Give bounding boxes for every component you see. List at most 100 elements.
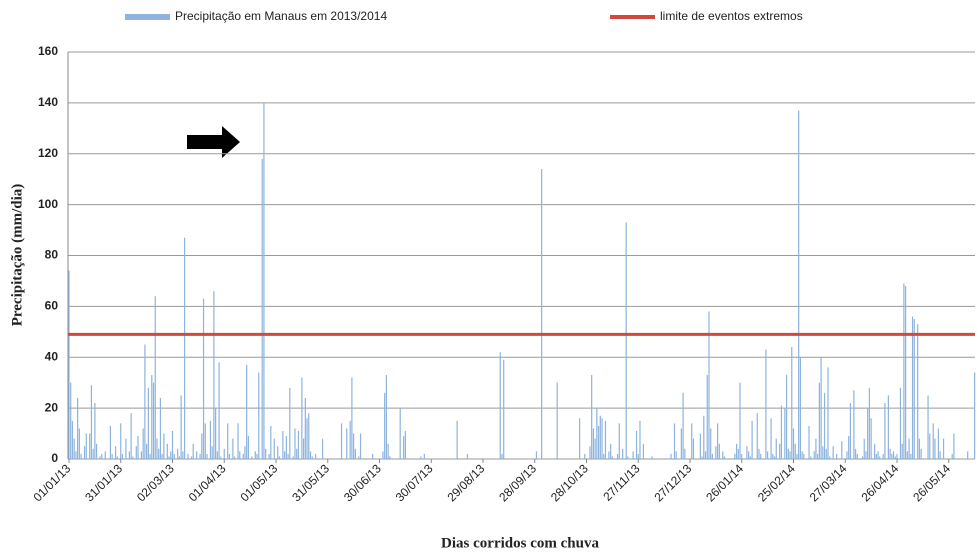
y-tick-label: 0 [51,451,58,465]
bar [297,431,300,459]
bar [741,453,743,459]
bar [710,428,712,459]
bar [163,433,165,459]
bar [68,270,70,459]
bar [177,448,179,459]
y-tick-label: 140 [38,95,58,109]
bar [135,446,137,459]
bar [798,110,800,459]
bar [192,443,194,459]
bar [399,408,401,459]
bar [967,451,969,459]
y-tick-label: 80 [45,248,59,262]
bar [296,448,298,459]
bar [889,448,891,459]
x-tick-label: 26/01/14 [703,461,746,504]
bar [584,453,586,459]
bar [875,453,877,459]
bar [403,436,405,459]
bar [244,446,246,459]
bar [717,423,719,459]
x-tick-label: 28/09/13 [496,461,539,504]
bar [89,433,91,459]
bar [96,443,98,459]
bar [906,451,908,459]
bar [974,372,976,459]
bar [749,456,751,459]
bar [158,448,160,459]
bar [234,456,236,459]
bar [358,456,360,459]
x-tick-label: 28/10/13 [548,461,591,504]
bar [892,451,895,459]
bar [597,425,600,459]
bar [746,446,748,459]
bar [718,443,720,459]
bar [263,102,265,459]
bar [817,453,819,459]
bar [635,431,638,459]
bar [715,446,717,459]
bar [146,443,148,459]
bar [706,375,708,459]
bar [556,382,558,459]
bar [722,451,724,459]
bar [289,387,291,459]
bar [934,438,936,459]
bar [737,448,739,459]
bar [608,451,610,459]
bar [420,456,422,459]
y-tick-label: 100 [38,197,58,211]
bar [75,451,77,459]
bar [466,453,469,459]
bar [841,441,843,459]
bar [723,456,726,459]
bar [775,438,777,459]
bar [278,456,281,459]
bar [182,451,184,459]
bar [808,425,810,459]
bar [905,286,907,459]
bar [372,453,374,459]
bar [180,395,182,459]
x-tick-label: 27/11/13 [600,461,643,504]
bar [137,436,139,459]
bar [140,451,143,459]
bar [111,453,113,459]
bar [104,451,106,459]
bar [861,456,864,459]
bar [309,451,312,459]
bar [204,423,206,459]
bar [78,428,80,459]
bar [734,453,736,459]
bar [937,428,939,459]
bar [166,443,168,459]
bar [258,372,260,459]
bar [868,387,870,459]
bar [611,456,613,459]
bar [799,357,801,459]
bar [304,397,306,459]
bar [865,451,867,459]
bar [579,418,581,459]
bar [149,453,151,459]
bar [675,451,677,459]
bar [183,237,186,459]
bar [637,453,639,459]
bar [622,448,624,459]
bar [772,453,774,459]
bar [735,443,738,459]
bar [756,413,758,459]
bar [120,423,122,459]
bar [353,433,355,459]
bar [71,420,74,459]
bar [354,448,356,459]
bar [796,453,798,459]
bar [237,423,239,459]
bar [247,436,249,459]
bar [321,438,324,459]
bar [855,448,857,459]
bar [382,451,384,459]
bar [196,451,198,459]
bar [927,395,929,459]
